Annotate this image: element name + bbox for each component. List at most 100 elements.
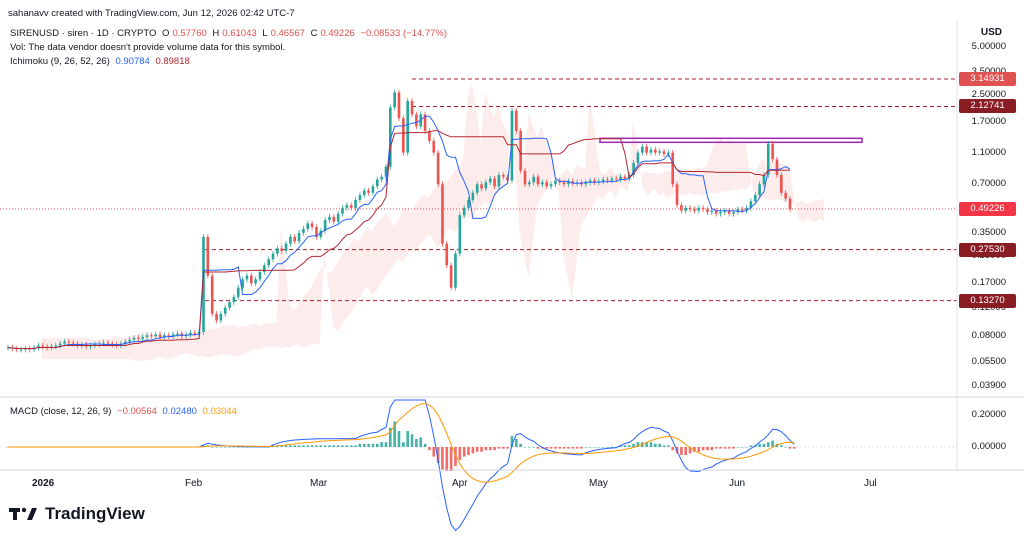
candle-body xyxy=(150,335,153,337)
currency-label[interactable]: USD xyxy=(980,27,1002,38)
macd-bar xyxy=(567,447,570,449)
macd-bar xyxy=(293,445,297,447)
candle-body xyxy=(649,149,653,153)
macd-bar xyxy=(719,447,722,449)
ichimoku-value-1: 0.90784 xyxy=(115,56,150,67)
candle-body xyxy=(436,152,440,185)
macd-bar xyxy=(706,447,709,451)
candle-body xyxy=(645,146,648,153)
price-tick: 5.00000 xyxy=(971,40,1006,52)
macd-bar xyxy=(619,445,622,447)
macd-bar xyxy=(623,445,627,447)
macd-value-1: −0.00564 xyxy=(117,406,157,417)
candle-body xyxy=(193,332,197,334)
candle-body xyxy=(249,275,253,284)
macd-bar xyxy=(315,445,318,447)
candle-body xyxy=(588,180,592,183)
macd-bar xyxy=(528,447,531,448)
candle-body xyxy=(176,333,179,335)
candle-body xyxy=(445,243,449,266)
macd-bar xyxy=(232,447,236,448)
time-tick: Apr xyxy=(452,478,468,489)
candle-body xyxy=(37,345,40,348)
price-tag: 0.13270 xyxy=(959,293,1016,308)
macd-bar xyxy=(697,447,701,452)
candle-body xyxy=(236,287,240,297)
macd-bar xyxy=(514,439,518,447)
candle-body xyxy=(775,159,779,175)
macd-bar xyxy=(467,447,470,455)
candle-body xyxy=(475,184,479,193)
macd-bar xyxy=(506,447,509,449)
macd-bar xyxy=(328,445,331,447)
candle-body xyxy=(293,236,297,242)
macd-bar xyxy=(345,445,349,447)
candle-body xyxy=(167,335,171,337)
candle-body xyxy=(241,279,244,288)
macd-label: MACD (close, 12, 26, 9) xyxy=(10,406,112,417)
macd-bar xyxy=(445,447,449,471)
macd-bar xyxy=(654,443,657,447)
candle-body xyxy=(137,337,140,339)
price-tick: 0.35000 xyxy=(971,226,1006,238)
macd-bar xyxy=(471,447,475,454)
symbol-name: SIRENUSD · siren · 1D · CRYPTO xyxy=(10,28,157,39)
candle-body xyxy=(671,152,675,185)
macd-bar xyxy=(341,445,344,447)
macd-bar xyxy=(740,447,744,448)
change-value: −0.08533 (−14.77%) xyxy=(360,28,448,39)
candle-body xyxy=(219,313,223,321)
candle-body xyxy=(462,207,466,216)
signal-line xyxy=(8,402,795,483)
candle-body xyxy=(501,174,505,177)
candle-body xyxy=(714,210,718,214)
macd-bar xyxy=(627,445,631,447)
macd-bar xyxy=(436,447,440,463)
macd-bar xyxy=(562,447,566,449)
candle-body xyxy=(380,176,383,180)
price-tag: 3.14931 xyxy=(959,72,1016,87)
candle-body xyxy=(315,227,318,237)
candle-body xyxy=(276,248,279,254)
macd-bar xyxy=(649,442,653,447)
candle-body xyxy=(128,339,131,342)
macd-bar xyxy=(532,447,535,448)
candle-body xyxy=(389,107,392,167)
candle-body xyxy=(619,176,622,180)
candle-body xyxy=(723,210,727,213)
candle-body xyxy=(753,195,757,202)
macd-tick: 0.00000 xyxy=(971,441,1006,452)
candle-body xyxy=(367,190,370,193)
candle-body xyxy=(123,341,127,344)
price-tick: 1.70000 xyxy=(971,116,1006,128)
candle-body xyxy=(532,176,535,183)
price-tick: 0.05500 xyxy=(971,356,1006,368)
candle-body xyxy=(41,345,45,347)
macd-bar xyxy=(493,447,496,451)
ichimoku-value-2: 0.89818 xyxy=(155,56,190,67)
macd-bar xyxy=(297,445,301,447)
candle-body xyxy=(514,110,518,131)
candle-body xyxy=(467,199,470,208)
tenkan-line xyxy=(7,115,791,349)
macd-bar xyxy=(645,442,648,447)
macd-bar xyxy=(319,445,323,447)
candle-body xyxy=(306,223,310,229)
candle-body xyxy=(654,149,657,153)
macd-bar xyxy=(758,443,761,447)
candle-body xyxy=(271,253,275,260)
low-value: 0.46567 xyxy=(270,28,305,39)
macd-bar xyxy=(354,445,357,447)
candle-body xyxy=(384,166,388,177)
candle-body xyxy=(571,181,575,184)
tradingview-icon xyxy=(9,507,37,520)
macd-bar xyxy=(402,442,405,447)
close-label: C xyxy=(310,28,318,39)
candle-body xyxy=(206,236,210,276)
candle-body xyxy=(497,174,501,187)
candle-body xyxy=(484,182,488,189)
candle-body xyxy=(349,205,353,208)
candle-body xyxy=(345,205,349,208)
candle-body xyxy=(701,207,705,210)
